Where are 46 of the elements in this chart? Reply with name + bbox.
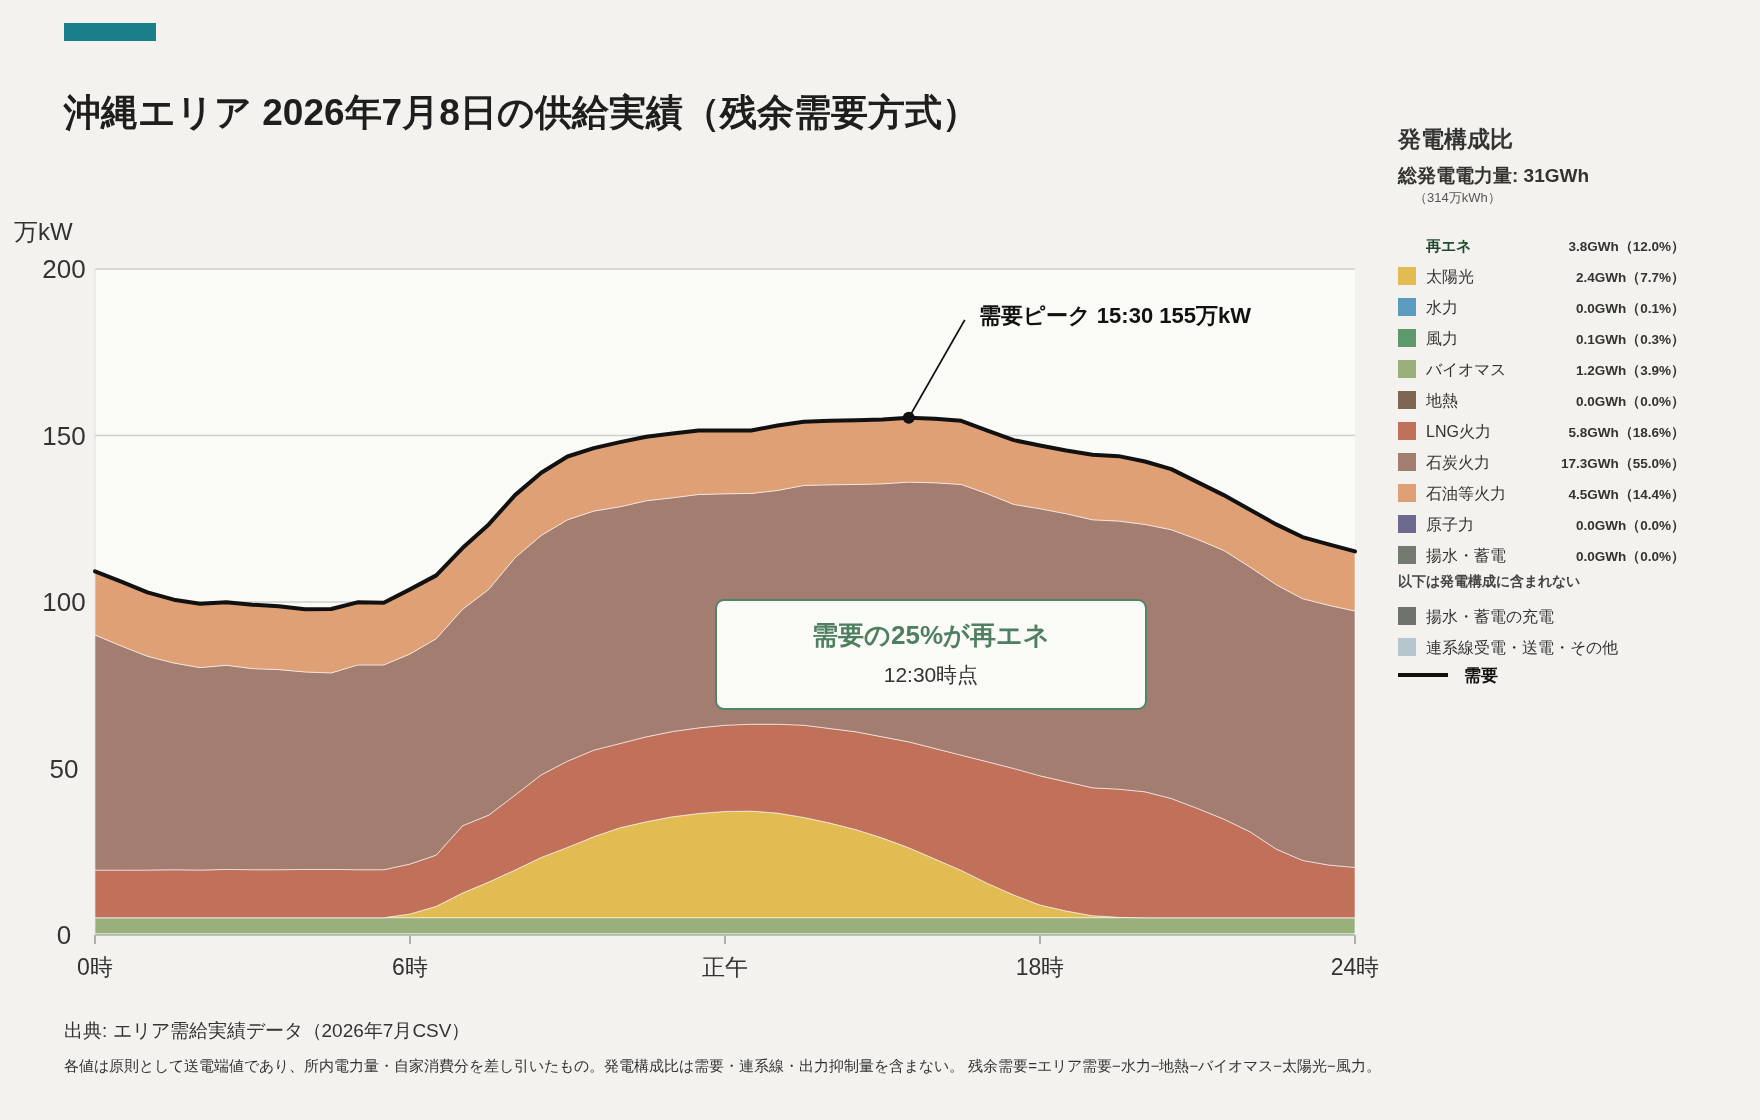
category-label: 連系線受電・送電・その他	[1426, 639, 1618, 656]
text: 発電構成比	[1397, 126, 1513, 152]
text: 2.4GWh（7.7%）	[1575, 270, 1685, 285]
category-label: 揚水・蓄電	[1426, 547, 1506, 564]
text: 各値は原則として送電端値であり、所内電力量・自家消費分を差し引いたもの。発電構成比は需要・連系線・出力抑制量を含まない。 残余需要=エリア需要−水力−地熱−バイオマス−太陽光−風力。	[64, 1057, 1381, 1074]
category-label: 水力	[1426, 299, 1458, 316]
text: 5.8GWh（18.6%）	[1568, 425, 1685, 440]
text: 3.8GWh（12.0%）	[1568, 239, 1685, 254]
y-tick-label: 200	[42, 254, 86, 284]
y-tick-label: 50	[49, 753, 79, 784]
y-axis-title: 万kW	[14, 218, 73, 245]
y-tick-label: 100	[42, 587, 86, 617]
category-label: 石炭火力	[1426, 454, 1490, 471]
text: （314万kWh）	[1414, 190, 1501, 205]
text: 1.2GWh（3.9%）	[1575, 363, 1685, 378]
x-tick-label: 18時	[1015, 954, 1065, 980]
text: 0.0GWh（0.0%）	[1575, 549, 1685, 564]
annotation: 12:30時点	[883, 663, 979, 686]
text: 0.1GWh（0.3%）	[1575, 332, 1685, 347]
category-label: 再エネ	[1425, 237, 1471, 254]
chart-title: 沖縄エリア 2026年7月8日の供給実績（残余需要方式）	[63, 92, 979, 133]
x-tick-label: 6時	[392, 954, 428, 980]
category-label: 揚水・蓄電の充電	[1426, 608, 1554, 625]
x-tick-label: 0時	[77, 954, 113, 980]
annotation: 需要ピーク 15:30 155万kW	[978, 302, 1252, 328]
category-label: 地熱	[1425, 392, 1458, 409]
x-tick-label: 24時	[1330, 954, 1380, 980]
source-note: 出典: エリア需給実績データ（2026年7月CSV）	[64, 1020, 471, 1041]
text: 4.5GWh（14.4%）	[1568, 487, 1685, 502]
category-label: 風力	[1426, 330, 1458, 347]
y-tick-label: 0	[56, 920, 72, 950]
legend-label: 需要	[1464, 666, 1498, 685]
text: 17.3GWh（55.0%）	[1560, 456, 1685, 471]
text: 総発電電力量: 31GWh	[1397, 165, 1590, 186]
category-label: 石油等火力	[1426, 485, 1506, 502]
category-label: バイオマス	[1425, 361, 1506, 378]
category-label: LNG火力	[1426, 423, 1491, 440]
text: 0.0GWh（0.1%）	[1575, 301, 1685, 316]
text: 0.0GWh（0.0%）	[1575, 518, 1685, 533]
category-label: 以下は発電構成に含まれない	[1398, 573, 1580, 589]
category-label: 原子力	[1426, 516, 1474, 533]
x-tick-label: 正午	[702, 954, 748, 980]
text: 0.0GWh（0.0%）	[1575, 394, 1685, 409]
annotation: 需要の25%が再エネ	[811, 620, 1051, 650]
y-tick-label: 150	[42, 420, 86, 451]
category-label: 太陽光	[1426, 268, 1474, 285]
